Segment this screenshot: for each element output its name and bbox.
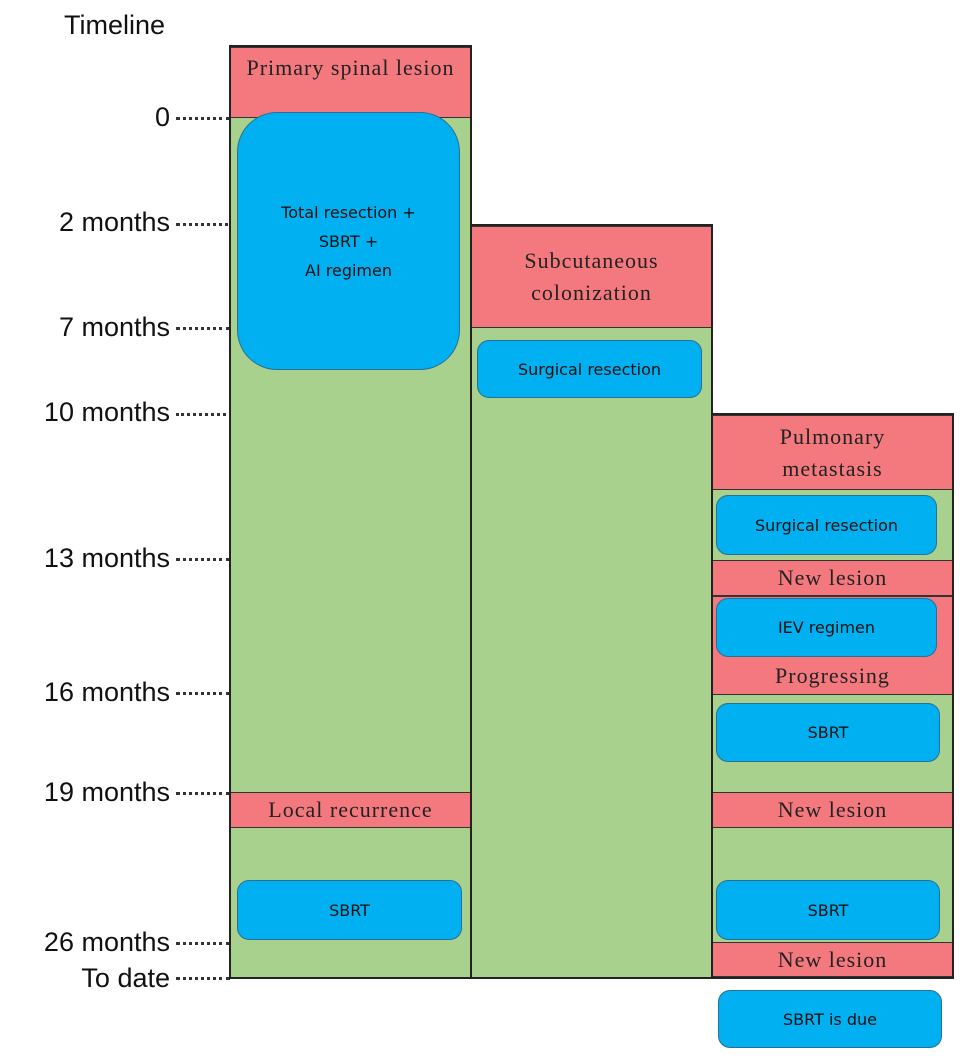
timeline-title: Timeline [63, 10, 165, 40]
event: Subcutaneous colonization [472, 226, 711, 328]
tick-line [176, 117, 230, 120]
tick-label: 19 months [43, 777, 170, 807]
tick-label: 16 months [43, 677, 170, 707]
tick-label: 26 months [43, 927, 170, 957]
column [470, 224, 713, 979]
tick-label: 13 months [43, 543, 170, 573]
event: New lesion [713, 792, 952, 828]
treatment-line: Total resection + [281, 202, 416, 222]
treatment: SBRT [716, 703, 940, 762]
treatment: Total resection + SBRT + AI regimen [237, 112, 460, 370]
tick-line [176, 327, 230, 330]
tick-line [176, 977, 230, 980]
event: Pulmonary metastasis [713, 415, 952, 490]
tick-line [176, 792, 230, 795]
tick-label: 10 months [43, 397, 170, 427]
tick-line [176, 942, 230, 945]
tick-line [176, 558, 230, 561]
treatment: SBRT [716, 880, 940, 940]
tick-label: 0 [154, 102, 170, 132]
event: Local recurrence [231, 792, 470, 828]
event: Primary spinal lesion [231, 47, 470, 118]
tick-line [176, 692, 230, 695]
tick-label: To date [81, 963, 170, 993]
treatment: SBRT is due [718, 990, 942, 1048]
treatment: Surgical resection [716, 495, 937, 555]
treatment: SBRT [237, 880, 462, 940]
tick-label: 2 months [58, 207, 170, 237]
treatment-line: SBRT + [318, 231, 379, 251]
treatment-line: AI regimen [305, 260, 392, 280]
event: New lesion [713, 942, 952, 977]
event: New lesion [713, 560, 952, 596]
tick-label: 7 months [58, 312, 170, 342]
treatment: IEV regimen [716, 598, 937, 657]
treatment: Surgical resection [477, 340, 702, 398]
